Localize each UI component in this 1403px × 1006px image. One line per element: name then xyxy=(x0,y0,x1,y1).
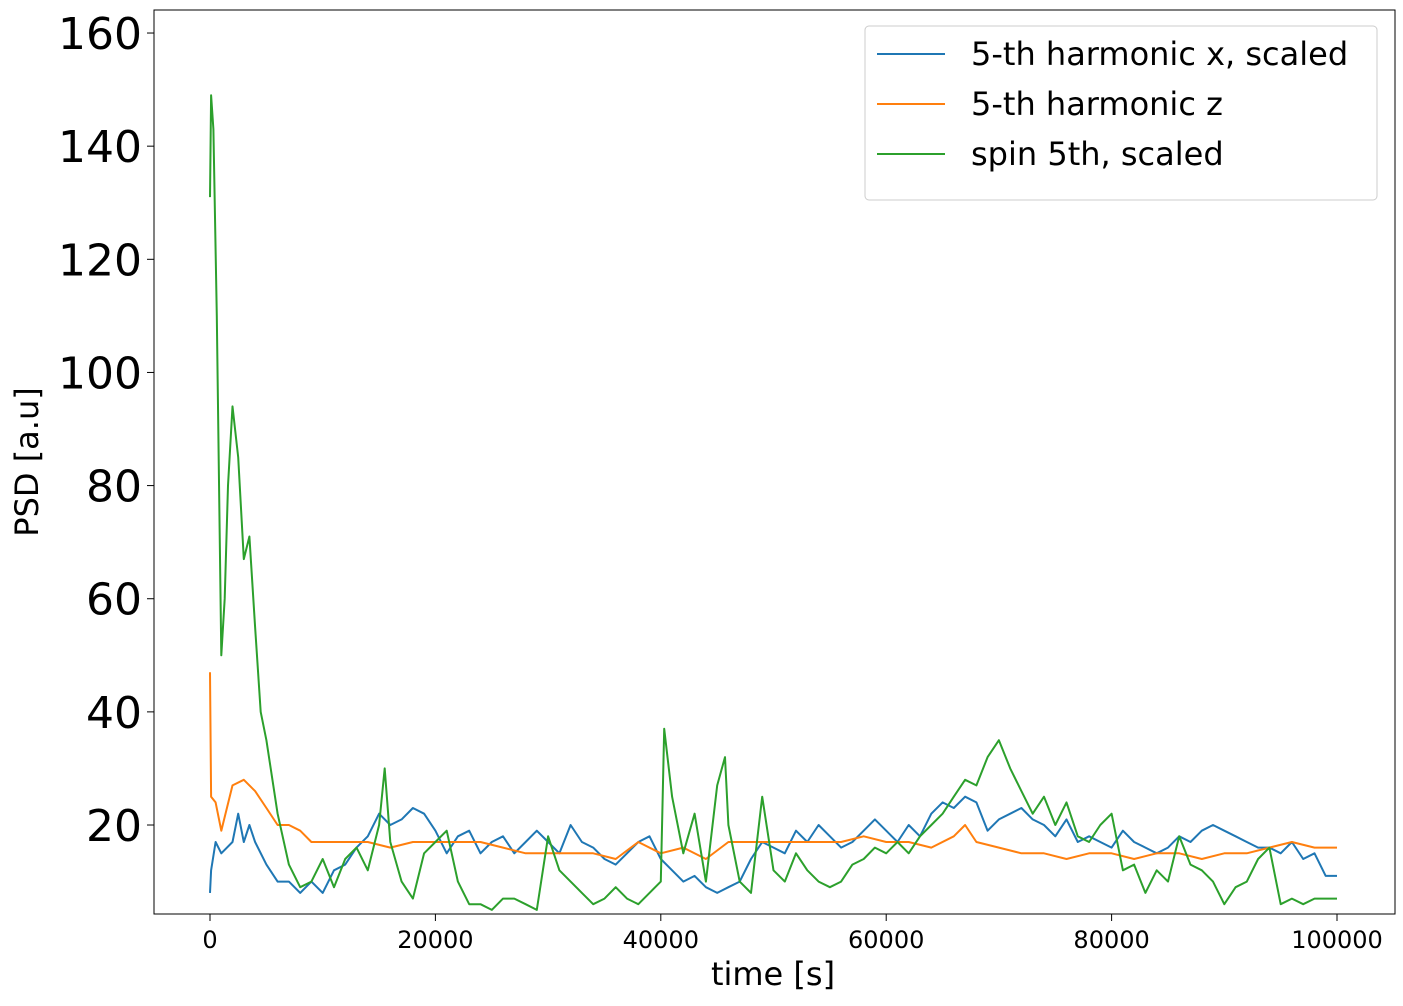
plot-frame xyxy=(153,9,1396,915)
series-line xyxy=(209,672,1337,860)
y-tick-label: 160 xyxy=(58,9,142,60)
x-tick-label: 60000 xyxy=(848,926,924,954)
series-line xyxy=(209,94,1337,911)
y-tick-label: 120 xyxy=(58,235,142,286)
x-tick-label: 20000 xyxy=(397,926,473,954)
x-axis-label: time [s] xyxy=(711,955,835,993)
x-tick-label: 0 xyxy=(202,926,217,954)
x-tick-label: 40000 xyxy=(623,926,699,954)
legend-label: 5-th harmonic z xyxy=(971,85,1223,123)
legend-label: spin 5th, scaled xyxy=(971,135,1224,173)
y-tick-label: 140 xyxy=(58,122,142,173)
y-tick-label: 20 xyxy=(86,801,142,852)
x-tick-label: 80000 xyxy=(1073,926,1149,954)
y-tick-label: 60 xyxy=(86,575,142,626)
y-axis-label: PSD [a.u] xyxy=(8,387,46,536)
series-line xyxy=(209,795,1337,894)
y-tick-label: 100 xyxy=(58,348,142,399)
x-tick-label: 100000 xyxy=(1291,926,1383,954)
y-tick-label: 40 xyxy=(86,688,142,739)
y-tick-label: 80 xyxy=(86,462,142,513)
legend-box xyxy=(864,25,1378,201)
legend-label: 5-th harmonic x, scaled xyxy=(971,35,1348,73)
